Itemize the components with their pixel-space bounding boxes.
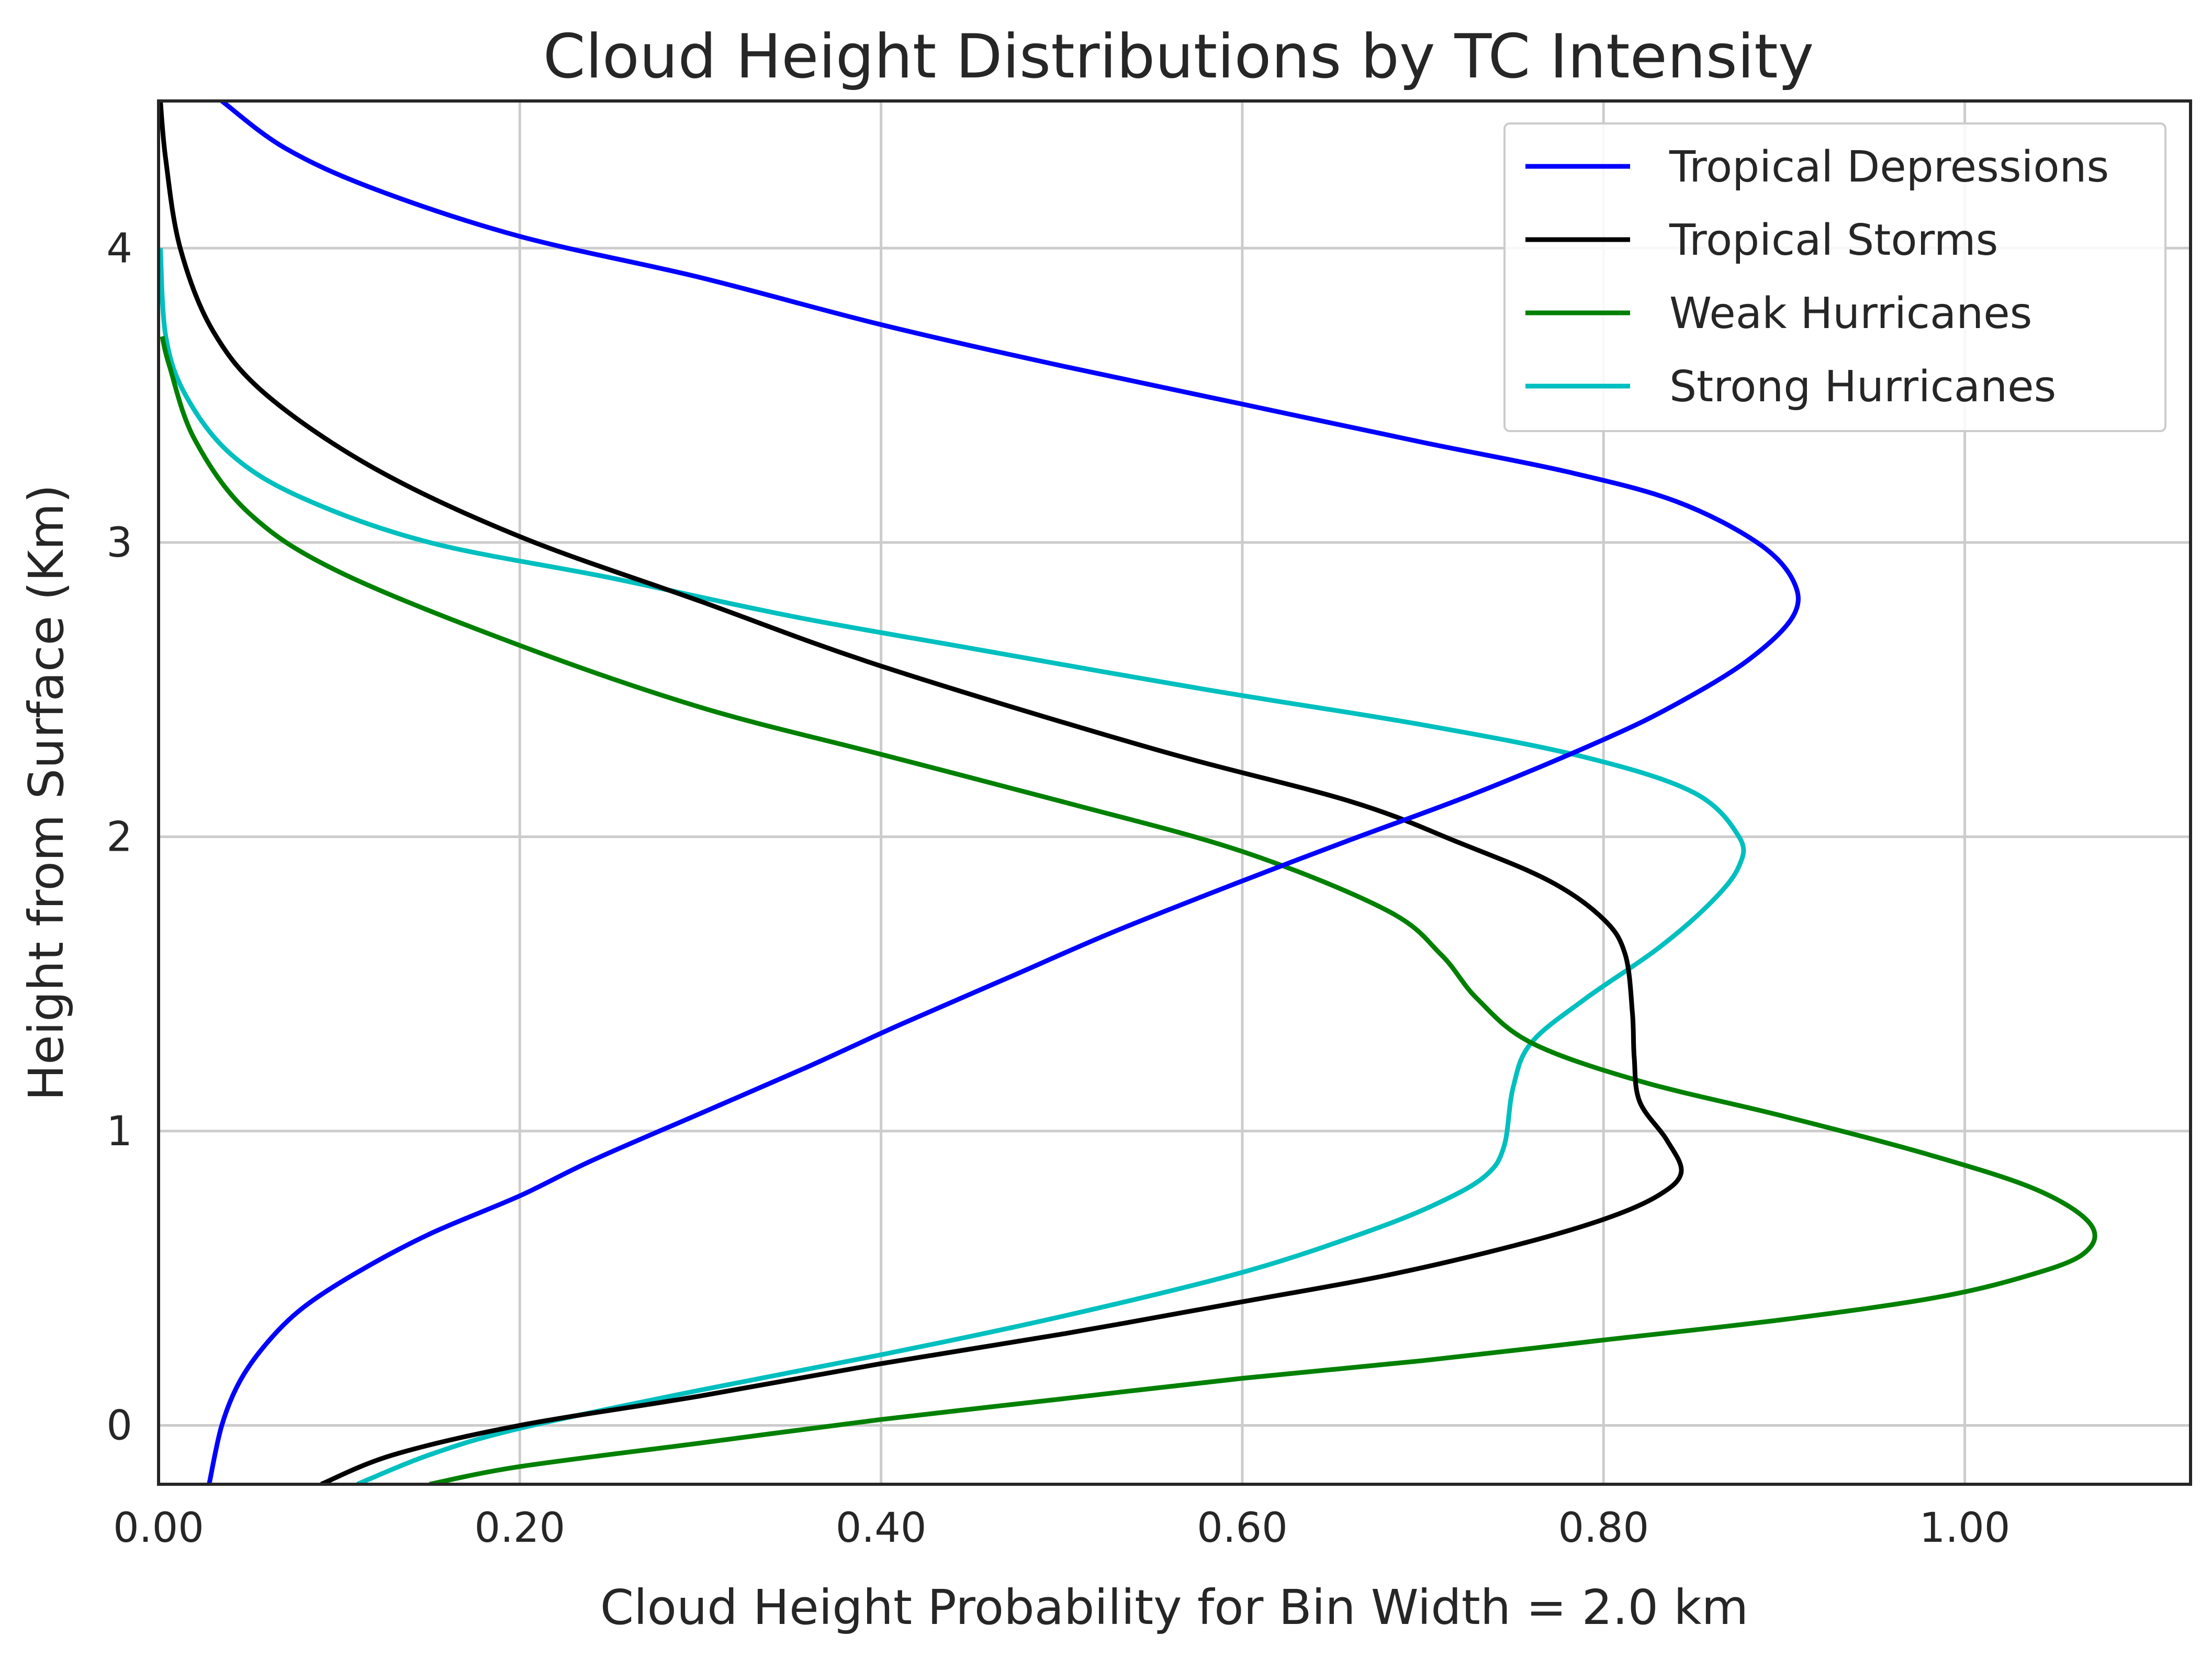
series-line-weak-hurricanes [160, 335, 2097, 1484]
series-line-strong-hurricanes [159, 248, 1746, 1484]
series-line-tropical-depressions [207, 101, 1801, 1484]
x-tick-label: 0.20 [474, 1505, 565, 1552]
y-tick-label: 2 [106, 814, 132, 861]
series-layer [159, 101, 2097, 1484]
chart-title: Cloud Height Distributions by TC Intensi… [543, 21, 1814, 92]
plot-frame [157, 99, 2192, 1486]
series-line-tropical-storms [159, 101, 1684, 1484]
x-axis: 0.00 0.20 0.40 0.60 0.80 1.00 [113, 1505, 2010, 1552]
x-tick-label: 0.80 [1558, 1505, 1649, 1552]
x-tick-label: 0.00 [113, 1505, 204, 1552]
y-tick-label: 0 [106, 1402, 132, 1449]
y-tick-label: 3 [106, 520, 132, 567]
y-tick-label: 1 [106, 1108, 132, 1155]
legend-box [1503, 122, 2166, 432]
y-tick-label: 4 [106, 225, 132, 272]
y-axis-label: Height from Surface (Km) [18, 484, 74, 1101]
x-axis-label: Cloud Height Probability for Bin Width =… [600, 1579, 1748, 1635]
legend: Tropical Depressions Tropical Storms Weak … [1503, 122, 2166, 432]
legend-label-weak-hurricanes: Weak Hurricanes [1669, 289, 2032, 338]
legend-label-tropical-depressions: Tropical Depressions [1669, 142, 2109, 192]
legend-label-strong-hurricanes: Strong Hurricanes [1669, 362, 2056, 412]
legend-label-tropical-storms: Tropical Storms [1669, 216, 1998, 265]
x-tick-label: 1.00 [1919, 1505, 2011, 1552]
y-axis: 0 1 2 3 4 [106, 225, 132, 1449]
x-tick-label: 0.60 [1197, 1505, 1288, 1552]
x-tick-label: 0.40 [836, 1505, 927, 1552]
